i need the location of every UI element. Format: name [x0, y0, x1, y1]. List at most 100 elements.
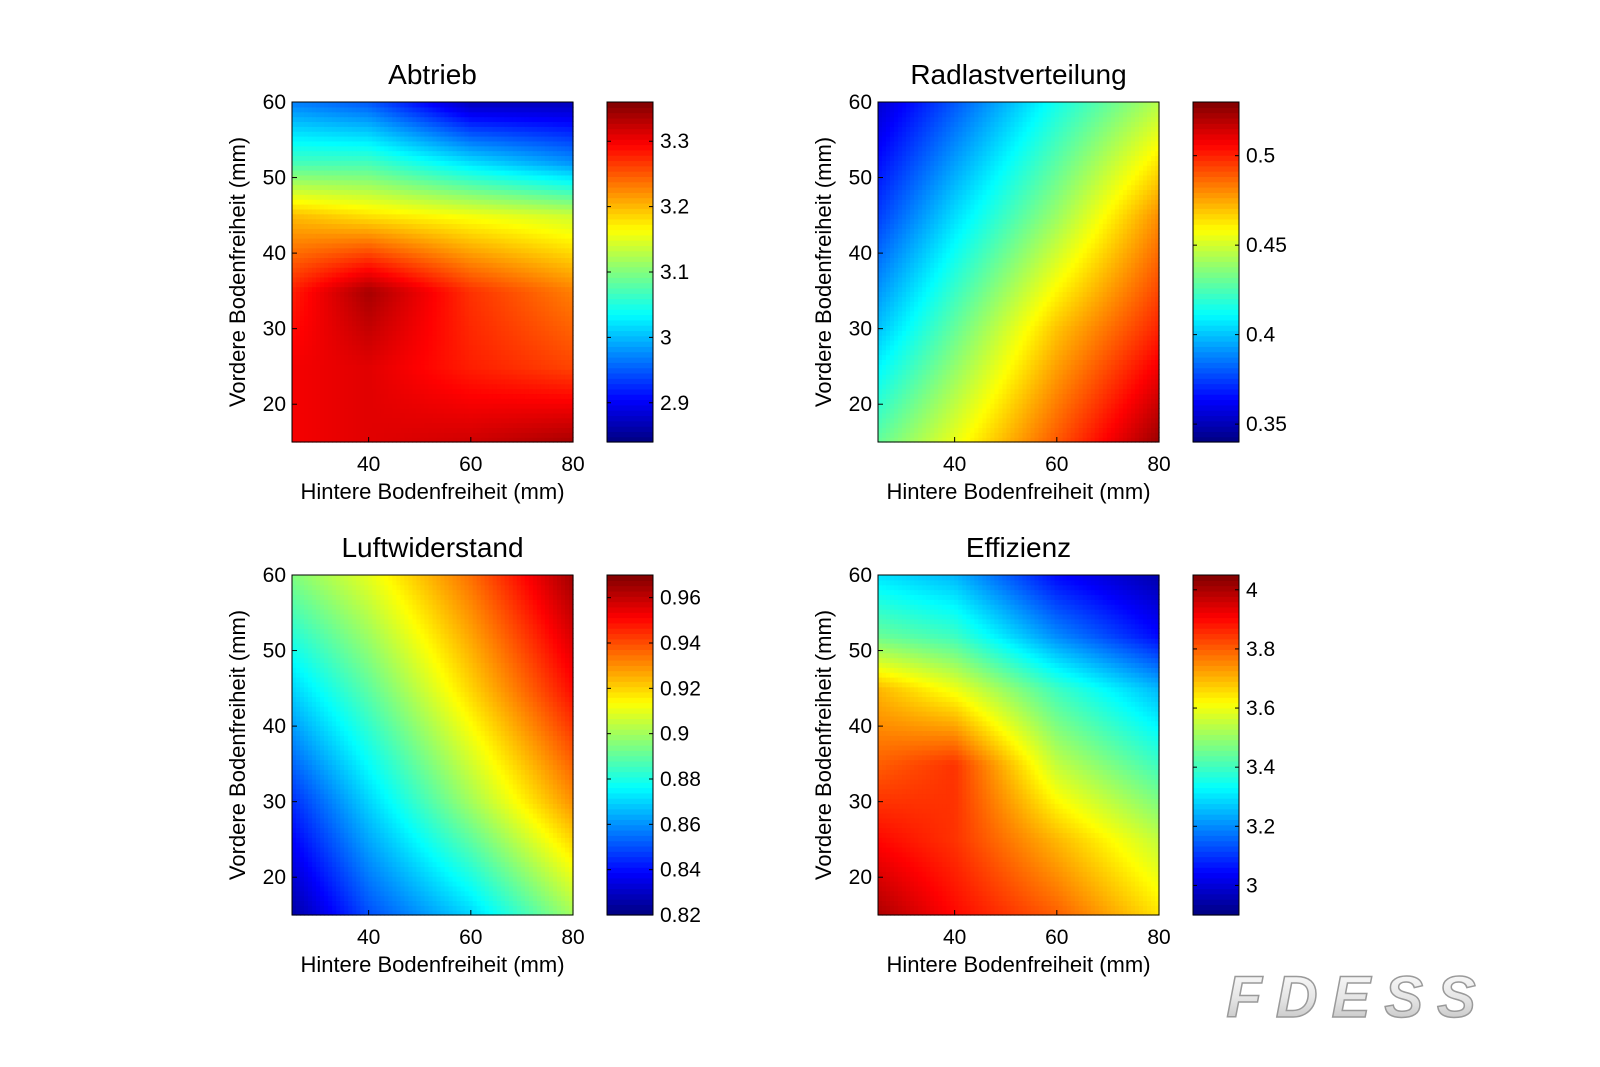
heatmap-cell	[416, 102, 422, 108]
heatmap-cell	[316, 344, 321, 351]
heatmap-cell	[404, 223, 410, 229]
heatmap-cell	[560, 432, 566, 438]
heatmap-cell	[532, 432, 538, 438]
heatmap-cell	[544, 301, 550, 307]
heatmap-cell	[516, 335, 522, 341]
heatmap-cell	[500, 252, 506, 259]
heatmap-cell	[344, 213, 349, 220]
heatmap-cell	[516, 325, 522, 331]
heatmap-cell	[432, 262, 438, 268]
heatmap-cell	[424, 165, 430, 171]
heatmap-cell	[524, 267, 530, 273]
heatmap-cell	[444, 422, 450, 429]
heatmap-cell	[564, 354, 570, 361]
heatmap-cell	[356, 247, 361, 254]
heatmap-cell	[344, 136, 349, 142]
heatmap-cell	[412, 145, 418, 152]
heatmap-cell	[292, 422, 297, 429]
heatmap-cell	[500, 121, 506, 127]
heatmap-cell	[416, 427, 422, 433]
heatmap-cell	[404, 296, 410, 302]
heatmap-cell	[380, 116, 385, 123]
heatmap-cell	[568, 388, 574, 395]
heatmap-cell	[364, 208, 369, 215]
heatmap-cell	[304, 427, 309, 433]
heatmap-cell	[320, 378, 325, 385]
heatmap-cell	[468, 364, 474, 370]
heatmap-cell	[480, 310, 486, 317]
heatmap-cell	[332, 296, 337, 302]
heatmap-cell	[452, 330, 458, 336]
heatmap-cell	[324, 320, 329, 327]
heatmap-cell	[380, 310, 385, 317]
heatmap-cell	[404, 340, 410, 346]
heatmap-cell	[416, 340, 422, 346]
heatmap-cell	[496, 408, 502, 414]
heatmap-cell	[560, 238, 566, 244]
heatmap-cell	[364, 378, 369, 385]
heatmap-cell	[540, 412, 546, 419]
heatmap-cell	[384, 252, 389, 259]
heatmap-cell	[360, 437, 365, 443]
heatmap-cell	[560, 228, 566, 234]
heatmap-cell	[552, 194, 558, 200]
heatmap-cell	[292, 116, 297, 123]
heatmap-cell	[380, 378, 385, 385]
heatmap-cell	[520, 315, 526, 322]
heatmap-cell	[344, 383, 349, 390]
heatmap-cell	[348, 170, 353, 176]
heatmap-cell	[304, 140, 309, 147]
heatmap-cell	[424, 335, 430, 341]
heatmap-cell	[364, 403, 369, 409]
heatmap-cell	[552, 208, 558, 215]
heatmap-cell	[304, 364, 309, 370]
colorbar-band	[607, 197, 653, 204]
heatmap-cell	[412, 150, 418, 157]
heatmap-cell	[488, 310, 494, 317]
heatmap-cell	[556, 267, 562, 273]
heatmap-cell	[556, 257, 562, 263]
heatmap-cell	[408, 349, 414, 356]
heatmap-cell	[384, 116, 389, 123]
heatmap-cell	[508, 155, 514, 161]
heatmap-cell	[464, 354, 470, 361]
heatmap-cell	[352, 369, 357, 375]
colorbar-band	[607, 261, 653, 268]
heatmap-cell	[420, 179, 426, 186]
heatmap-cell	[500, 136, 506, 142]
heatmap-cell	[408, 136, 414, 142]
heatmap-cell	[496, 223, 502, 229]
colorbar-band	[607, 149, 653, 156]
heatmap-cell	[504, 160, 510, 166]
heatmap-cell	[308, 286, 313, 293]
heatmap-cell	[548, 408, 554, 414]
colorbar-band	[607, 319, 653, 326]
heatmap-cell	[548, 306, 554, 312]
heatmap-cell	[376, 150, 381, 157]
heatmap-cell	[348, 291, 353, 297]
heatmap-cell	[536, 335, 542, 341]
heatmap-cell	[396, 306, 401, 312]
heatmap-cell	[416, 310, 422, 317]
heatmap-cell	[568, 335, 574, 341]
heatmap-cell	[356, 306, 361, 312]
heatmap-cell	[412, 252, 418, 259]
heatmap-cell	[432, 378, 438, 385]
heatmap-cell	[300, 437, 305, 443]
heatmap-cell	[320, 242, 325, 249]
heatmap-cell	[564, 306, 570, 312]
heatmap-cell	[428, 330, 434, 336]
heatmap-cell	[348, 335, 353, 341]
heatmap-cell	[536, 179, 542, 186]
heatmap-cell	[416, 335, 422, 341]
heatmap-cell	[444, 383, 450, 390]
heatmap-cell	[452, 218, 458, 225]
heatmap-cell	[504, 417, 510, 424]
heatmap-cell	[324, 369, 329, 375]
heatmap-cell	[300, 136, 305, 142]
heatmap-cell	[336, 174, 341, 181]
heatmap-cell	[544, 126, 550, 132]
heatmap-cell	[464, 408, 470, 414]
heatmap-cell	[396, 349, 401, 356]
heatmap-cell	[404, 257, 410, 263]
